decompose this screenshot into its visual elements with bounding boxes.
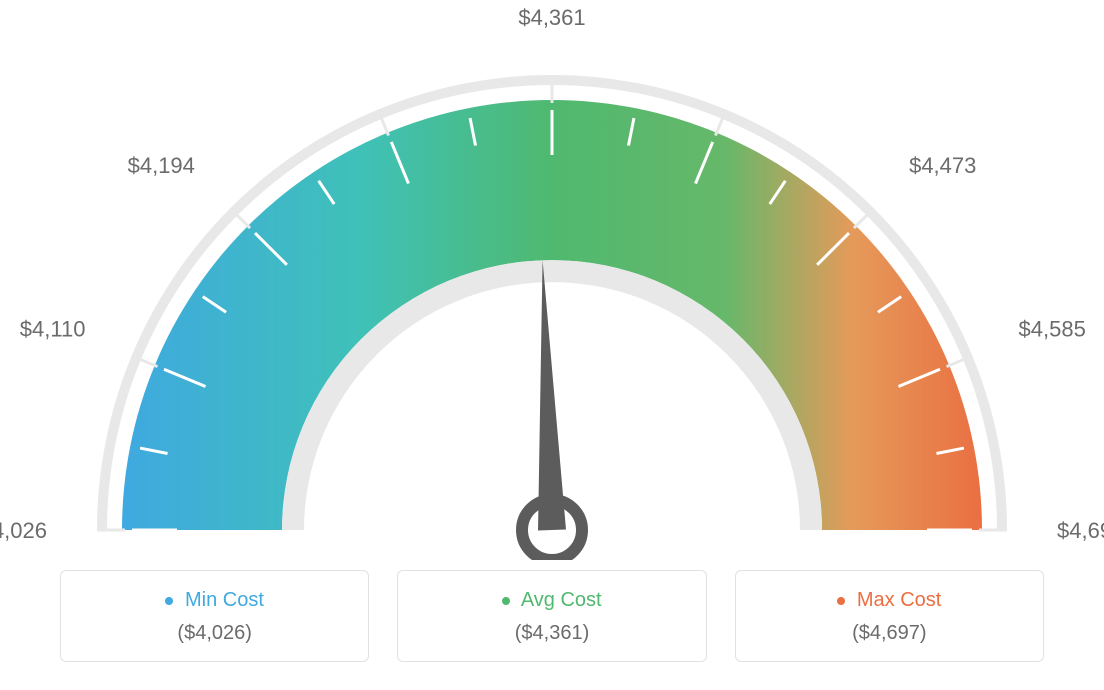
legend-dot-max <box>837 597 845 605</box>
legend-avg-value: ($4,361) <box>398 622 705 645</box>
legend-min-label: Min Cost <box>185 589 264 611</box>
legend-dot-min <box>165 597 173 605</box>
legend-avg-title: Avg Cost <box>398 589 705 612</box>
gauge-needle <box>538 260 566 530</box>
legend-dot-avg <box>502 597 510 605</box>
gauge-svg: $4,026 $4,110 $4,194 $4,361 $4,473 $4,585 $4,6… <box>0 0 1104 560</box>
legend-card-min: Min Cost ($4,026) <box>60 570 369 662</box>
gauge-chart: $4,026 $4,110 $4,194 $4,361 $4,473 $4,585 $4,6… <box>0 0 1104 560</box>
legend-avg-label: Avg Cost <box>521 589 602 611</box>
gauge-tick-label: $4,697 <box>1057 518 1104 543</box>
legend-max-value: ($4,697) <box>736 622 1043 645</box>
legend-min-title: Min Cost <box>61 589 368 612</box>
gauge-tick-label: $4,585 <box>1019 317 1086 342</box>
gauge-tick-label: $4,361 <box>518 5 585 30</box>
legend-card-max: Max Cost ($4,697) <box>735 570 1044 662</box>
legend-max-label: Max Cost <box>857 589 941 611</box>
legend-card-avg: Avg Cost ($4,361) <box>397 570 706 662</box>
gauge-tick-label: $4,026 <box>0 518 47 543</box>
legend-min-value: ($4,026) <box>61 622 368 645</box>
gauge-tick-label: $4,473 <box>909 153 976 178</box>
gauge-tick-label: $4,110 <box>20 317 86 342</box>
gauge-tick-label: $4,194 <box>128 153 195 178</box>
legend-row: Min Cost ($4,026) Avg Cost ($4,361) Max … <box>0 560 1104 662</box>
legend-max-title: Max Cost <box>736 589 1043 612</box>
